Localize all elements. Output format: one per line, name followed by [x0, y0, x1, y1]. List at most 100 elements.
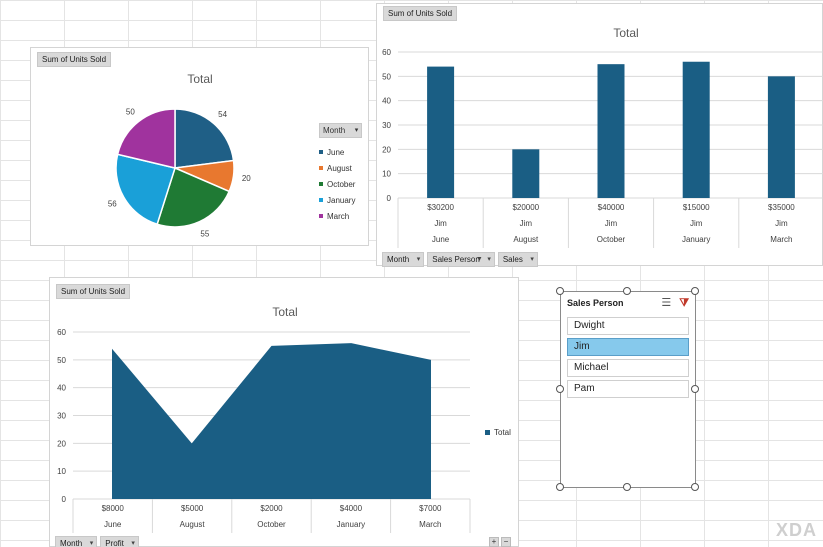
area-x-tick-label: January	[337, 520, 365, 529]
area-y-tick-label: 40	[57, 384, 66, 393]
collapse-button[interactable]: −	[501, 537, 511, 547]
bar-x-tick-label: Jim	[434, 219, 447, 228]
bar-chart-title: Total	[613, 26, 638, 40]
slicer-item-dwight[interactable]: Dwight	[567, 317, 689, 335]
bar-x-tick-label: $40000	[598, 203, 625, 212]
area-y-tick-label: 60	[57, 328, 66, 337]
dropdown-arrow-icon: ▾	[530, 256, 534, 263]
resize-handle-br[interactable]	[691, 483, 699, 491]
bar-x-tick-label: June	[432, 235, 450, 244]
clear-filter-icon[interactable]: ⧩	[679, 297, 689, 309]
sales-person-slicer[interactable]: Sales Person ☰ ⧩ Dwight Jim Michael Pam	[560, 291, 696, 488]
area-x-tick-label: $5000	[181, 504, 204, 513]
zoom-controls: + −	[489, 537, 511, 547]
area-x-tick-label: August	[180, 520, 206, 529]
area-x-tick-label: $7000	[419, 504, 442, 513]
legend-swatch	[319, 150, 323, 154]
bar-y-tick-label: 0	[387, 194, 392, 203]
filter-icon: ▼	[475, 256, 483, 263]
slicer-item-jim[interactable]: Jim	[567, 338, 689, 356]
legend-label: March	[327, 211, 350, 221]
legend-swatch	[319, 182, 323, 186]
area-y-tick-label: 30	[57, 412, 66, 421]
area-chart-panel[interactable]: Sum of Units Sold Total 0 10 20 30 40 50 60 $800…	[49, 277, 519, 547]
bar-x-tick-label: $20000	[512, 203, 539, 212]
field-button-label: Sales	[502, 255, 523, 264]
bar-x-tick-label: Jim	[775, 219, 788, 228]
pie-legend-item-march: March	[319, 208, 362, 224]
watermark-logo: XDA	[775, 520, 817, 540]
resize-handle-bl[interactable]	[556, 483, 564, 491]
pie-chart-panel[interactable]: Sum of Units Sold Total 54 20 55 56 50 Month ▾…	[30, 47, 369, 246]
dropdown-arrow-icon: ▾	[416, 256, 421, 263]
resize-handle-ml[interactable]	[556, 385, 564, 393]
resize-handle-bc[interactable]	[623, 483, 631, 491]
pie-legend-month-button[interactable]: Month ▾	[319, 123, 363, 138]
legend-label: October	[327, 179, 356, 189]
legend-label: January	[327, 195, 356, 205]
bar-x-tick-label: $15000	[683, 203, 710, 212]
legend-swatch	[319, 198, 323, 202]
bar-field-button[interactable]: Sum of Units Sold	[383, 6, 458, 21]
resize-handle-tl[interactable]	[556, 287, 564, 295]
pie-slice-march	[116, 108, 176, 169]
pie-legend-item-october: October	[319, 176, 362, 192]
bar-august	[512, 149, 540, 198]
resize-handle-mr[interactable]	[691, 385, 699, 393]
bar-y-tick-label: 60	[382, 48, 391, 57]
bar-october	[597, 64, 625, 198]
bar-x-tick-label: August	[513, 235, 539, 244]
pie-chart: Total 54 20 55 56 50	[108, 72, 251, 239]
area-x-tick-label: October	[257, 520, 286, 529]
area-x-tick-label: $8000	[102, 504, 125, 513]
area-y-tick-label: 10	[57, 467, 66, 476]
resize-handle-tr[interactable]	[691, 287, 699, 295]
pie-data-label: 50	[126, 107, 135, 116]
dropdown-arrow-icon: ▾	[487, 256, 491, 263]
field-button-label: Month	[387, 255, 410, 264]
pie-legend-item-august: August	[319, 160, 362, 176]
legend-label: August	[327, 163, 352, 173]
resize-handle-tc[interactable]	[623, 287, 631, 295]
area-chart: Total 0 10 20 30 40 50 60 $8000 June $5000 August $2…	[57, 305, 471, 533]
bar-sales-person-button[interactable]: Sales Person ▼ ▾	[427, 252, 495, 267]
bar-y-tick-label: 50	[382, 72, 391, 81]
pie-data-label: 20	[242, 174, 251, 183]
field-button-label: Month	[60, 539, 83, 547]
expand-button[interactable]: +	[489, 537, 499, 547]
pie-data-label: 56	[108, 199, 117, 208]
pie-field-button[interactable]: Sum of Units Sold	[37, 52, 112, 67]
pie-slice-october	[156, 166, 231, 228]
bar-x-tick-label: Jim	[690, 219, 703, 228]
bar-chart-panel[interactable]: Sum of Units Sold Total 0 10 20 30 40 50 60 $302…	[376, 3, 823, 267]
area-y-tick-label: 20	[57, 439, 66, 448]
area-legend-item: Total	[485, 424, 511, 440]
area-profit-button[interactable]: Profit ▾	[100, 536, 139, 547]
pie-legend: Month ▾ June August October January March	[319, 123, 363, 224]
dropdown-arrow-icon: ▾	[89, 540, 94, 547]
slicer-item-pam[interactable]: Pam	[567, 380, 689, 398]
area-field-button[interactable]: Sum of Units Sold	[56, 284, 131, 299]
pie-legend-item-june: June	[319, 144, 362, 160]
bar-june	[427, 66, 455, 198]
bar-y-tick-label: 30	[382, 121, 391, 130]
field-button-label: Sales Person	[432, 255, 480, 264]
pie-legend-item-january: January	[319, 192, 362, 208]
pie-chart-title: Total	[187, 72, 212, 86]
dropdown-arrow-icon: ▾	[354, 127, 359, 134]
bar-x-tick-label: October	[597, 235, 626, 244]
slicer-item-michael[interactable]: Michael	[567, 359, 689, 377]
area-x-tick-label: March	[419, 520, 441, 529]
bar-month-button[interactable]: Month ▾	[382, 252, 425, 267]
pie-slice-january	[115, 153, 176, 226]
area-y-tick-label: 0	[62, 495, 67, 504]
area-month-button[interactable]: Month ▾	[55, 536, 98, 547]
multiselect-icon[interactable]: ☰	[661, 297, 672, 309]
bar-sales-button[interactable]: Sales ▾	[497, 252, 538, 267]
bar-x-tick-label: Jim	[520, 219, 533, 228]
bar-x-tick-label: $30200	[427, 203, 454, 212]
area-x-tick-label: June	[104, 520, 122, 529]
area-x-tick-label: $2000	[260, 504, 283, 513]
area-series-total	[112, 343, 431, 499]
bar-chart: Total 0 10 20 30 40 50 60 $30200 Jim June $20000 Jim…	[382, 26, 823, 248]
